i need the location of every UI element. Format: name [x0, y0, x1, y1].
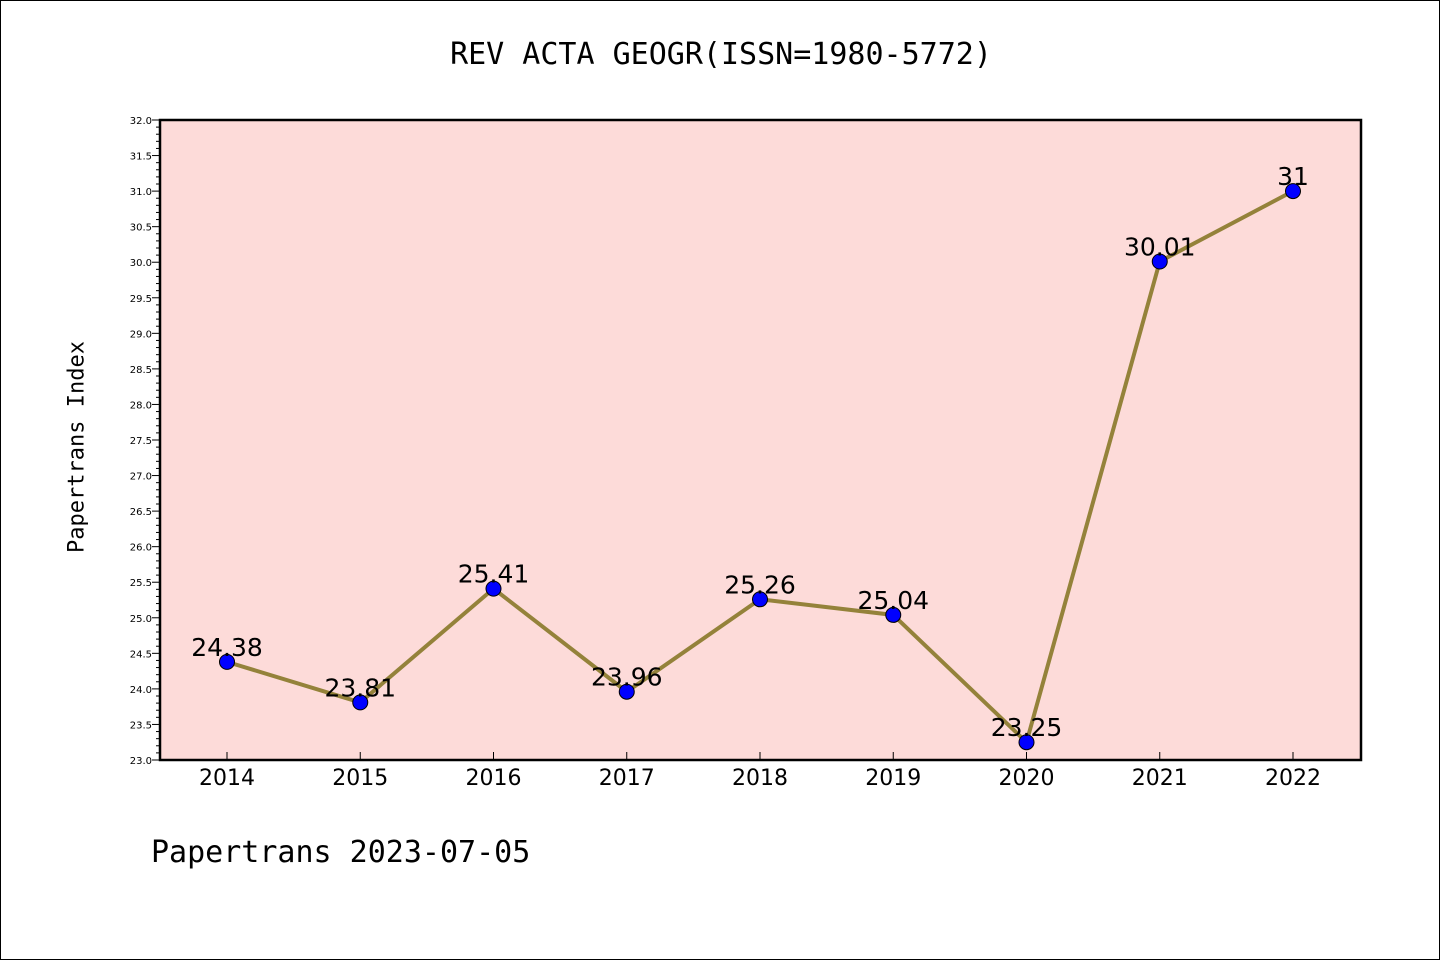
y-tick-label: 31.0: [130, 187, 152, 198]
data-point: [885, 606, 902, 623]
y-tick-label: 24.0: [130, 685, 152, 696]
plot-area: [160, 120, 1361, 760]
y-tick-label: 23.5: [130, 720, 152, 731]
y-tick-label: 29.0: [130, 329, 152, 340]
y-tick-label: 29.5: [130, 294, 152, 305]
x-tick-label: 2016: [466, 766, 522, 791]
x-tick-label: 2021: [1132, 766, 1188, 791]
y-tick-label: 26.5: [130, 507, 152, 518]
data-point: [752, 591, 768, 608]
data-labels: 24.38 23.81 25.41 23.96 25.26 25.04 23.25 30.01…: [191, 162, 1309, 742]
y-tick-label: 25.5: [130, 578, 152, 589]
data-label: 24.38: [191, 633, 263, 662]
data-label: 30.01: [1124, 233, 1196, 262]
x-tick-label: 2018: [732, 766, 788, 791]
y-tick-label: 23.0: [130, 756, 152, 767]
chart-title: REV ACTA GEOGR(ISSN=1980-5772): [450, 37, 992, 72]
y-tick-label: 32.0: [130, 116, 152, 127]
series: [219, 183, 1301, 751]
data-label: 25.41: [458, 560, 530, 589]
x-tick-label: 2015: [332, 766, 388, 791]
x-tick-label: 2020: [999, 766, 1055, 791]
y-tick-label: 27.5: [130, 436, 152, 447]
x-axis: 2014 2015 2016 2017 2018 2019 2020 2021 2022: [199, 752, 1321, 791]
x-tick-label: 2022: [1265, 766, 1321, 791]
data-point: [485, 580, 502, 597]
data-point: [219, 653, 235, 670]
y-tick-label: 28.5: [130, 365, 152, 376]
y-tick-label: 30.0: [130, 258, 152, 269]
data-label: 23.25: [991, 713, 1063, 742]
y-tick-label: 30.5: [130, 223, 152, 234]
y-axis: 23.0 23.5 24.0 24.5 25.0 25.5 26.0 26.5 27.0 27.5…: [130, 116, 160, 767]
x-tick-label: 2014: [199, 766, 255, 791]
data-point: [618, 683, 635, 700]
y-tick-label: 28.0: [130, 400, 152, 411]
y-tick-label: 27.0: [130, 472, 152, 483]
y-tick-label: 24.5: [130, 649, 152, 660]
x-tick-label: 2017: [599, 766, 655, 791]
y-tick-label: 25.0: [130, 614, 152, 625]
data-label: 31: [1277, 162, 1309, 191]
data-label: 23.96: [591, 663, 663, 692]
data-point: [1151, 253, 1168, 270]
x-tick-label: 2019: [865, 766, 921, 791]
data-label: 23.81: [324, 673, 396, 702]
plot-border: [158, 118, 1363, 762]
y-tick-label: 31.5: [130, 152, 152, 163]
data-point: [352, 694, 369, 711]
data-label: 25.26: [724, 570, 796, 599]
data-label: 25.04: [857, 586, 929, 615]
data-point: [1285, 183, 1301, 200]
footer-text: Papertrans 2023-07-05: [151, 835, 531, 870]
y-tick-label: 26.0: [130, 543, 152, 554]
data-point: [1018, 734, 1035, 751]
